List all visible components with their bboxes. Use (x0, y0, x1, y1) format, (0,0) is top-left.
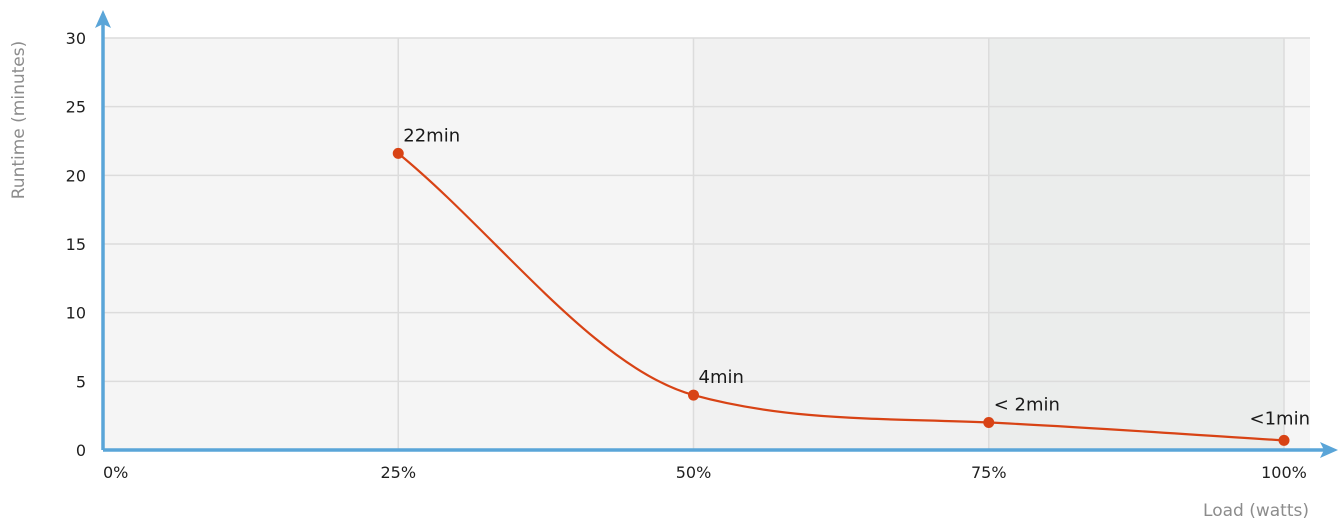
y-tick-label: 25 (66, 98, 86, 117)
y-tick-label: 10 (66, 304, 86, 323)
data-point (688, 389, 699, 401)
data-points (392, 147, 1290, 446)
x-tick-label: 25% (380, 463, 416, 482)
data-label: <1min (1250, 408, 1310, 429)
data-label: 22min (403, 125, 460, 146)
y-tick-label: 15 (66, 235, 86, 254)
x-axis-arrow-icon (1320, 442, 1338, 458)
y-axis-title: Runtime (minutes) (9, 41, 29, 200)
y-tick-label: 20 (66, 166, 86, 185)
y-axis-arrow-icon (95, 10, 111, 28)
data-label: 4min (699, 367, 744, 388)
tick-labels: 0 5 10 15 20 25 30 0% 25% 50% 75% 100% (66, 29, 1307, 482)
x-tick-label: 75% (971, 463, 1007, 482)
x-tick-label: 50% (676, 463, 712, 482)
data-label: < 2min (994, 395, 1060, 416)
runtime-line (397, 152, 1285, 442)
y-tick-label: 0 (76, 441, 86, 460)
data-labels: 22min 4min < 2min <1min (403, 125, 1310, 429)
x-tick-label: 100% (1261, 463, 1307, 482)
data-point (392, 147, 404, 159)
gridlines (103, 37, 1310, 450)
y-tick-label: 5 (76, 372, 86, 391)
data-point (1278, 434, 1290, 446)
x-tick-label: 0% (103, 463, 128, 482)
data-point (983, 417, 995, 429)
y-tick-label: 30 (66, 29, 86, 48)
x-axis-title: Load (watts) (1203, 501, 1309, 521)
data-curve (397, 152, 1285, 442)
axes (95, 10, 1338, 458)
